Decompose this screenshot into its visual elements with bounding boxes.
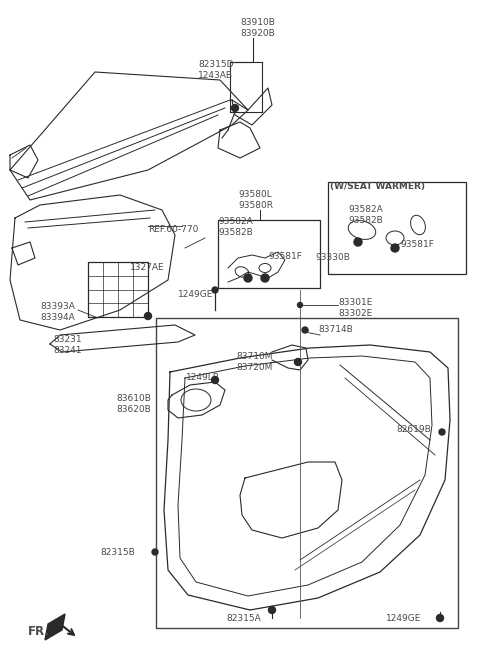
Circle shape — [144, 312, 152, 320]
Text: 1327AE: 1327AE — [130, 263, 165, 272]
Circle shape — [298, 302, 302, 308]
Circle shape — [268, 607, 276, 613]
Text: 82315A: 82315A — [226, 614, 261, 623]
Text: 83393A
83394A: 83393A 83394A — [40, 302, 75, 322]
Circle shape — [302, 327, 308, 333]
Text: 82315B: 82315B — [100, 548, 135, 557]
Bar — [218, 220, 320, 288]
Text: 93330B: 93330B — [315, 253, 350, 262]
Circle shape — [354, 238, 362, 246]
Text: 83710M
83720M: 83710M 83720M — [236, 352, 273, 372]
Text: 82315D
1243AB: 82315D 1243AB — [198, 60, 233, 80]
Circle shape — [244, 274, 252, 282]
Circle shape — [295, 358, 301, 366]
Text: 93580L
93580R: 93580L 93580R — [238, 190, 273, 210]
Circle shape — [261, 274, 269, 282]
Text: 83610B
83620B: 83610B 83620B — [116, 394, 151, 414]
Circle shape — [212, 376, 218, 384]
Circle shape — [212, 287, 218, 293]
Text: 83714B: 83714B — [318, 325, 353, 334]
Text: 83231
83241: 83231 83241 — [53, 335, 82, 355]
Text: 1249GE: 1249GE — [386, 614, 421, 623]
Circle shape — [152, 549, 158, 555]
Circle shape — [436, 615, 444, 621]
Text: REF.60-770: REF.60-770 — [148, 225, 198, 234]
Circle shape — [231, 105, 239, 111]
Circle shape — [439, 429, 445, 435]
Text: FR.: FR. — [28, 625, 50, 638]
Bar — [156, 318, 458, 628]
Text: 93582A
93582B: 93582A 93582B — [348, 205, 383, 225]
Text: 83910B
83920B: 83910B 83920B — [240, 18, 275, 38]
Text: 1249GE: 1249GE — [178, 290, 214, 299]
Text: 1249LB: 1249LB — [186, 373, 220, 382]
Text: 93582A
93582B: 93582A 93582B — [218, 217, 253, 237]
Text: 93581F: 93581F — [400, 240, 434, 249]
Text: (W/SEAT WARMER): (W/SEAT WARMER) — [330, 182, 425, 191]
Bar — [88, 262, 148, 317]
Text: 83301E
83302E: 83301E 83302E — [338, 298, 372, 318]
Bar — [328, 182, 466, 274]
Text: 82619B: 82619B — [396, 425, 431, 434]
Polygon shape — [45, 614, 65, 640]
Text: 93581F: 93581F — [268, 252, 302, 261]
Circle shape — [391, 244, 399, 252]
